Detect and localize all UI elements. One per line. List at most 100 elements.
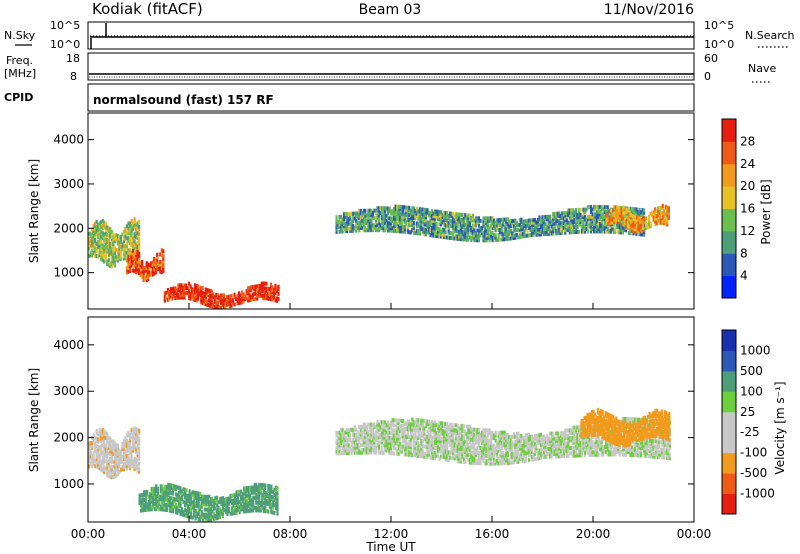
heatmap-cell — [119, 252, 123, 257]
heatmap-cell — [101, 231, 104, 236]
heatmap-cell — [479, 433, 482, 438]
heatmap-cell — [599, 214, 602, 219]
heatmap-cell — [104, 453, 107, 458]
heatmap-cell — [433, 433, 437, 438]
heatmap-cell — [483, 451, 487, 456]
heatmap-cell — [570, 208, 573, 213]
heatmap-cell — [418, 209, 421, 214]
heatmap-cell — [476, 461, 479, 466]
heatmap-cell — [382, 228, 385, 233]
heatmap-cell — [438, 456, 441, 461]
heatmap-cell — [409, 452, 412, 457]
heatmap-cell — [439, 454, 443, 459]
heatmap-cell — [408, 434, 411, 439]
heatmap-cell — [494, 223, 497, 228]
heatmap-cell — [162, 249, 165, 254]
heatmap-cell — [128, 435, 132, 440]
heatmap-cell — [546, 446, 549, 451]
heatmap-cell — [408, 422, 411, 427]
heatmap-cell — [263, 296, 266, 301]
heatmap-cell — [361, 425, 364, 430]
heatmap-cell — [244, 509, 247, 514]
heatmap-cell — [274, 488, 278, 493]
heatmap-cell — [382, 443, 385, 448]
heatmap-cell — [632, 214, 636, 219]
heatmap-cell — [473, 445, 476, 450]
heatmap-cell — [559, 216, 562, 221]
heatmap-cell — [362, 427, 365, 432]
heatmap-cell — [356, 437, 359, 442]
heatmap-cell — [564, 225, 567, 230]
heatmap-cell — [208, 494, 211, 499]
heatmap-cell — [639, 232, 643, 237]
beam-label: Beam 03 — [359, 2, 422, 18]
heatmap-cell — [133, 431, 136, 436]
heatmap-cell — [614, 215, 617, 220]
heatmap-cell — [427, 450, 431, 455]
heatmap-cell — [593, 219, 596, 224]
heatmap-cell — [397, 446, 400, 451]
heatmap-cell — [409, 432, 412, 437]
heatmap-cell — [634, 227, 637, 232]
heatmap-cell — [443, 439, 446, 444]
heatmap-cell — [112, 464, 115, 469]
heatmap-cell — [145, 273, 148, 278]
heatmap-cell — [153, 502, 156, 507]
heatmap-cell — [561, 225, 564, 230]
heatmap-cell — [459, 224, 462, 229]
heatmap-cell — [147, 502, 150, 507]
heatmap-cell — [588, 219, 591, 224]
heatmap-cell — [479, 233, 482, 238]
heatmap-cell — [482, 238, 485, 243]
heatmap-cell — [358, 448, 361, 453]
heatmap-cell — [506, 460, 509, 465]
heatmap-cell — [92, 461, 95, 466]
heatmap-cell — [269, 287, 272, 292]
heatmap-cell — [570, 230, 573, 235]
heatmap-cell — [509, 435, 512, 440]
heatmap-cell — [244, 493, 247, 498]
heatmap-cell — [574, 217, 578, 222]
heatmap-cell — [265, 281, 268, 286]
heatmap-cell — [624, 228, 628, 233]
heatmap-cell — [347, 448, 350, 453]
heatmap-cell — [358, 432, 361, 437]
heatmap-cell — [343, 219, 346, 224]
heatmap-cell — [645, 226, 648, 231]
heatmap-cell — [227, 299, 230, 304]
heatmap-cell — [385, 443, 388, 448]
heatmap-cell — [125, 466, 129, 471]
heatmap-cell — [349, 221, 352, 226]
heatmap-cell — [508, 231, 511, 236]
heatmap-cell — [406, 212, 409, 217]
heatmap-cell — [499, 430, 502, 435]
heatmap-cell — [262, 286, 265, 291]
heatmap-cell — [130, 463, 133, 468]
heatmap-cell — [343, 440, 346, 445]
heatmap-cell — [421, 207, 425, 212]
heatmap-cell — [485, 453, 488, 458]
heatmap-cell — [122, 444, 126, 449]
heatmap-cell — [396, 226, 399, 231]
heatmap-cell — [254, 291, 257, 296]
heatmap-cell — [417, 231, 420, 236]
heatmap-cell — [539, 450, 543, 455]
heatmap-cell — [371, 211, 375, 216]
heatmap-cell — [341, 430, 344, 435]
heatmap-cell — [441, 227, 444, 232]
heatmap-cell — [479, 458, 482, 463]
heatmap-cell — [409, 445, 412, 450]
heatmap-cell — [388, 226, 391, 231]
heatmap-cell — [235, 500, 238, 505]
heatmap-cell — [180, 285, 183, 290]
heatmap-cell — [365, 440, 368, 445]
heatmap-cell — [591, 212, 594, 217]
heatmap-cell — [356, 226, 359, 231]
heatmap-cell — [453, 229, 456, 234]
heatmap-cell — [183, 290, 186, 295]
heatmap-cell — [236, 298, 239, 303]
heatmap-cell — [195, 288, 198, 293]
heatmap-cell — [399, 449, 402, 454]
heatmap-cell — [115, 473, 118, 478]
heatmap-cell — [352, 211, 355, 216]
